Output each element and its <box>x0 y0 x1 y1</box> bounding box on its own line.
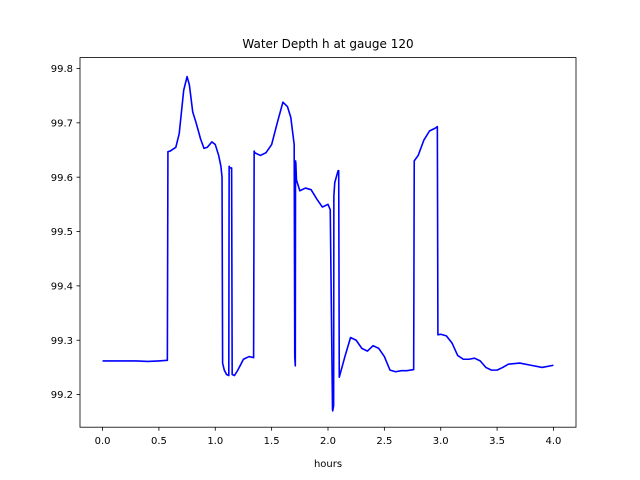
x-tick-label: 0.0 <box>95 436 111 447</box>
y-axis-ticks: 99.2 99.3 99.4 99.5 99.6 99.7 99.8 <box>51 64 80 401</box>
y-tick-label: 99.8 <box>51 64 73 75</box>
plot-frame <box>79 57 577 428</box>
y-tick-label: 99.4 <box>51 281 73 292</box>
x-tick-label: 3.0 <box>433 436 449 447</box>
y-tick-label: 99.2 <box>51 390 73 401</box>
x-axis-ticks: 0.0 0.5 1.0 1.5 2.0 2.5 3.0 3.5 4.0 <box>95 427 562 447</box>
series-line <box>102 75 554 412</box>
plot-area <box>80 57 576 428</box>
chart-title: Water Depth h at gauge 120 <box>242 37 413 51</box>
x-tick-label: 4.0 <box>546 436 562 447</box>
x-axis-label: hours <box>314 459 342 470</box>
x-tick-label: 3.5 <box>489 436 505 447</box>
y-tick-label: 99.3 <box>51 336 73 347</box>
y-tick-label: 99.7 <box>51 118 73 129</box>
x-tick-label: 1.5 <box>264 436 280 447</box>
x-tick-label: 1.0 <box>207 436 223 447</box>
x-tick-label: 2.0 <box>320 436 336 447</box>
x-tick-label: 0.5 <box>151 436 167 447</box>
y-tick-label: 99.6 <box>51 173 73 184</box>
y-tick-label: 99.5 <box>51 227 73 238</box>
x-tick-label: 2.5 <box>376 436 392 447</box>
